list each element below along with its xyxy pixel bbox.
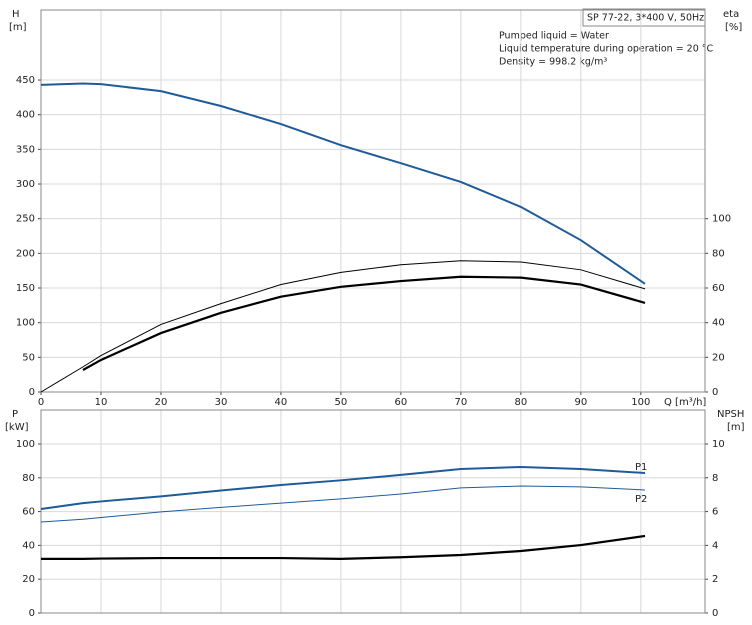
y-tick-label: 200 <box>16 248 35 259</box>
y-tick-label: 60 <box>22 507 35 518</box>
annotation: Liquid temperature during operation = 20… <box>499 44 714 55</box>
plot-frame <box>40 409 706 614</box>
y2-tick-label: 100 <box>712 214 731 225</box>
y-tick-label: 150 <box>16 283 35 294</box>
y2-tick-label: 80 <box>712 248 725 259</box>
x-tick-label: 60 <box>395 397 408 408</box>
annotation: Density = 998.2 kg/m³ <box>499 57 607 68</box>
y2-unit: [m] <box>727 422 745 433</box>
x-tick-label: 20 <box>155 397 168 408</box>
y-unit: [kW] <box>5 422 29 433</box>
y2-tick-label: 4 <box>712 540 718 551</box>
y-unit: [m] <box>9 22 27 33</box>
y-tick-label: 100 <box>16 318 35 329</box>
y-tick-label: 450 <box>16 75 35 86</box>
y-tick-label: 250 <box>16 214 35 225</box>
y2-tick-label: 60 <box>712 283 725 294</box>
y2-tick-label: 20 <box>712 352 725 363</box>
curve <box>40 260 646 393</box>
y-tick-label: 400 <box>16 110 35 121</box>
plot-frame <box>40 9 706 393</box>
y-tick-label: 40 <box>22 540 35 551</box>
curve <box>40 465 646 511</box>
y2-tick-label: 0 <box>712 387 718 398</box>
series-label: P1 <box>635 462 647 473</box>
x-tick-label: 100 <box>631 397 650 408</box>
y2-label: NPSH <box>717 409 744 420</box>
x-tick-label: 40 <box>275 397 288 408</box>
series-label: P2 <box>635 494 647 505</box>
x-tick-label: 30 <box>215 397 228 408</box>
y2-tick-label: 2 <box>712 574 718 585</box>
annotation: Pumped liquid = Water <box>499 31 609 42</box>
y-tick-label: 0 <box>29 387 35 398</box>
x-tick-label: 80 <box>514 397 527 408</box>
y-tick-label: 100 <box>16 439 35 450</box>
y2-label: eta <box>723 9 739 20</box>
x-tick-label: 70 <box>455 397 468 408</box>
y2-tick-label: 0 <box>712 608 718 619</box>
curve <box>82 275 646 371</box>
y-label: P <box>12 409 18 420</box>
curve <box>40 485 646 523</box>
y2-tick-label: 6 <box>712 507 718 518</box>
x-tick-label: 0 <box>38 397 44 408</box>
curve <box>40 82 646 285</box>
y-tick-label: 0 <box>29 608 35 619</box>
x-tick-label: 90 <box>574 397 587 408</box>
x-tick-label: 50 <box>335 397 348 408</box>
y2-tick-label: 8 <box>712 473 718 484</box>
y-label: H <box>12 9 20 20</box>
y-tick-label: 20 <box>22 574 35 585</box>
x-tick-label: 10 <box>95 397 108 408</box>
y-tick-label: 350 <box>16 144 35 155</box>
y2-tick-label: 10 <box>712 439 725 450</box>
y-tick-label: 50 <box>22 352 35 363</box>
x-label: Q [m³/h] <box>664 397 706 408</box>
y2-unit: [%] <box>725 22 742 33</box>
y2-tick-label: 40 <box>712 318 725 329</box>
y-tick-label: 80 <box>22 473 35 484</box>
curve <box>41 534 646 561</box>
info-title: SP 77-22, 3*400 V, 50Hz <box>587 13 704 24</box>
y-tick-label: 300 <box>16 179 35 190</box>
